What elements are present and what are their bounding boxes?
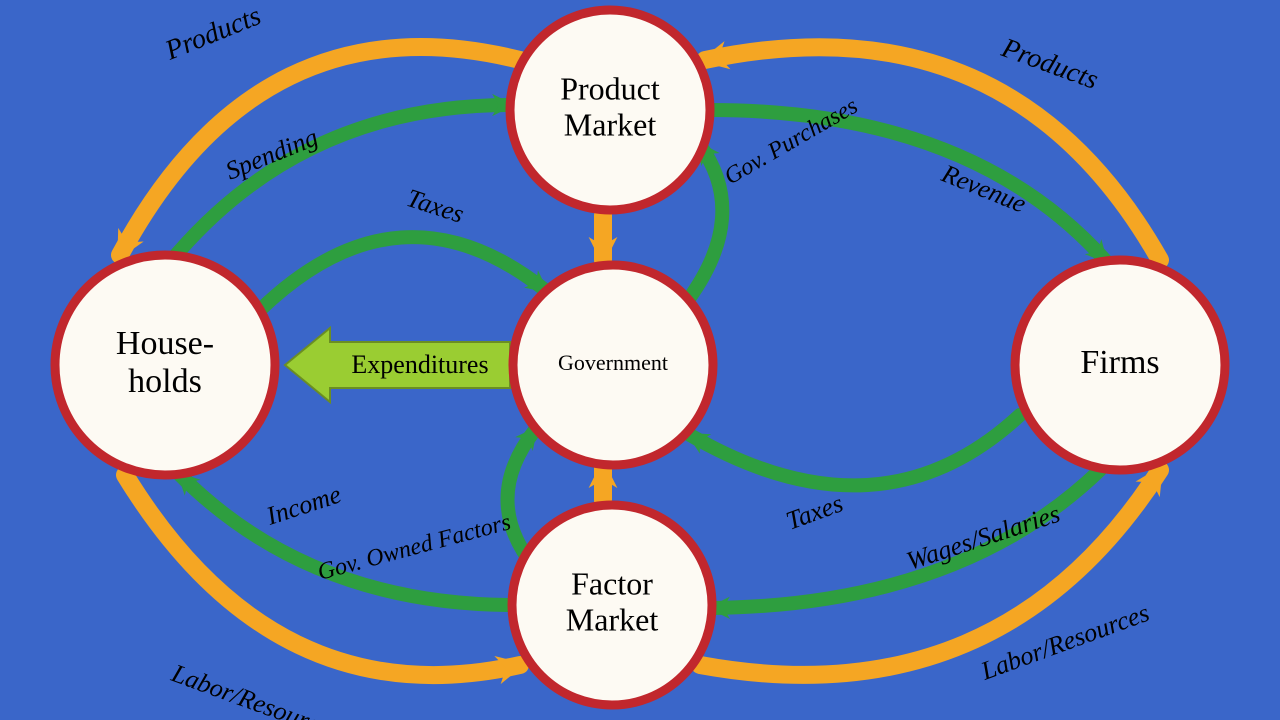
node-label-firms: Firms bbox=[1080, 344, 1159, 381]
circular-flow-diagram: Expenditures House-holds Government Firms Pr… bbox=[0, 0, 1280, 720]
node-label-factor_market: Market bbox=[566, 601, 659, 637]
node-label-government: Government bbox=[558, 350, 668, 375]
node-label-product_market: Market bbox=[564, 106, 657, 142]
node-label-households: holds bbox=[128, 363, 202, 400]
node-label-product_market: Product bbox=[560, 70, 660, 106]
expenditures-label: Expenditures bbox=[351, 350, 488, 379]
node-label-factor_market: Factor bbox=[571, 565, 653, 601]
node-label-households: House- bbox=[116, 325, 214, 362]
